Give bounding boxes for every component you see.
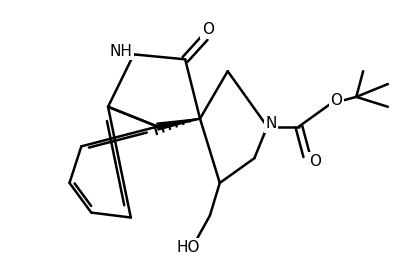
Text: O: O [308,154,320,169]
Text: O: O [201,22,213,37]
Text: O: O [330,93,342,108]
Text: N: N [265,116,276,131]
Polygon shape [156,119,200,130]
Text: HO: HO [176,240,199,255]
Text: NH: NH [109,44,132,59]
